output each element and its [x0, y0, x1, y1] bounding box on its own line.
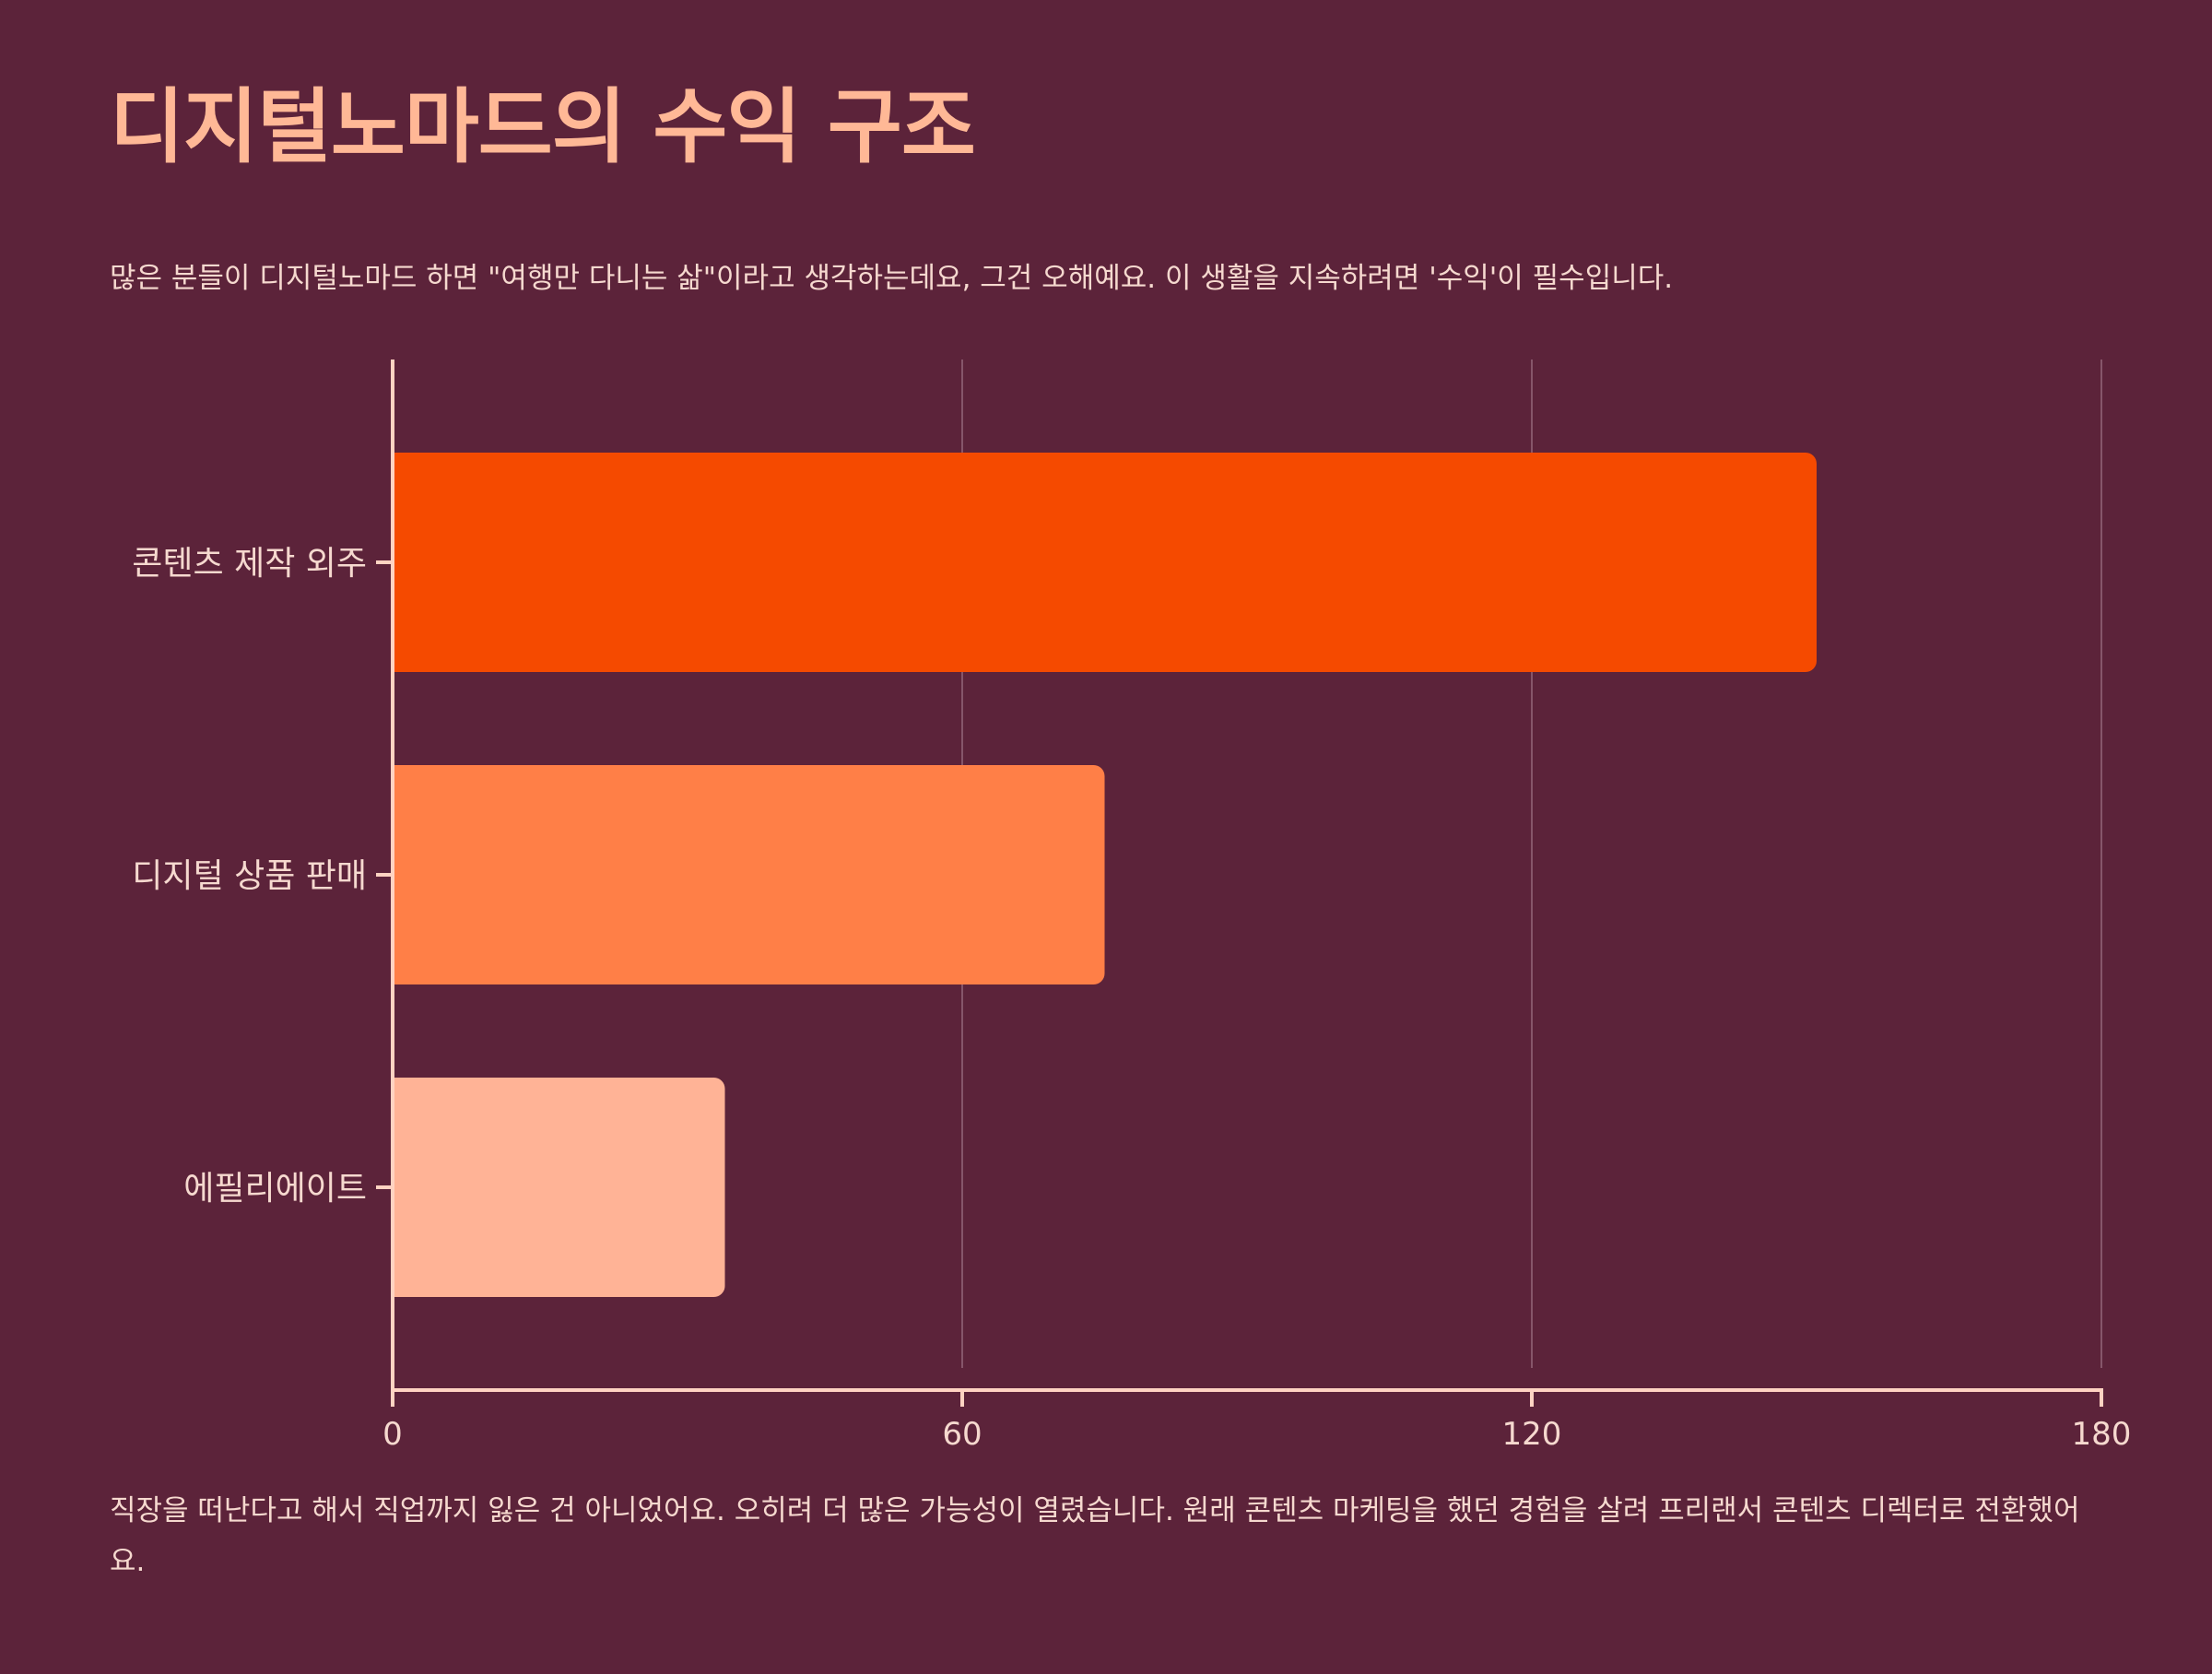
bar-1	[393, 765, 1105, 984]
category-label-2: 에필리에이트	[183, 1170, 367, 1208]
footnote-text: 직장을 떠난다고 해서 직업까지 잃은 건 아니었어요. 오히려 더 많은 가능…	[110, 1494, 2080, 1578]
category-label-0: 콘텐츠 제작 외주	[132, 545, 367, 583]
page-subtitle: 많은 분들이 디지털노마드 하면 "여행만 다니는 삶"이라고 생각하는데요, …	[110, 262, 1674, 295]
x-tick-label-180: 180	[2072, 1416, 2132, 1453]
bar-1-base	[393, 765, 411, 984]
bar-0	[393, 453, 1817, 672]
bar-2	[393, 1078, 725, 1297]
bar-2-base	[393, 1078, 411, 1297]
page-title: 디지털노마드의 수익 구조	[110, 79, 976, 174]
x-tick-label-0: 0	[382, 1416, 403, 1453]
bar-0-base	[393, 453, 411, 672]
x-tick-label-120: 120	[1502, 1416, 1562, 1453]
x-tick-label-60: 60	[942, 1416, 982, 1453]
category-label-1: 디지털 상품 판매	[132, 857, 367, 895]
